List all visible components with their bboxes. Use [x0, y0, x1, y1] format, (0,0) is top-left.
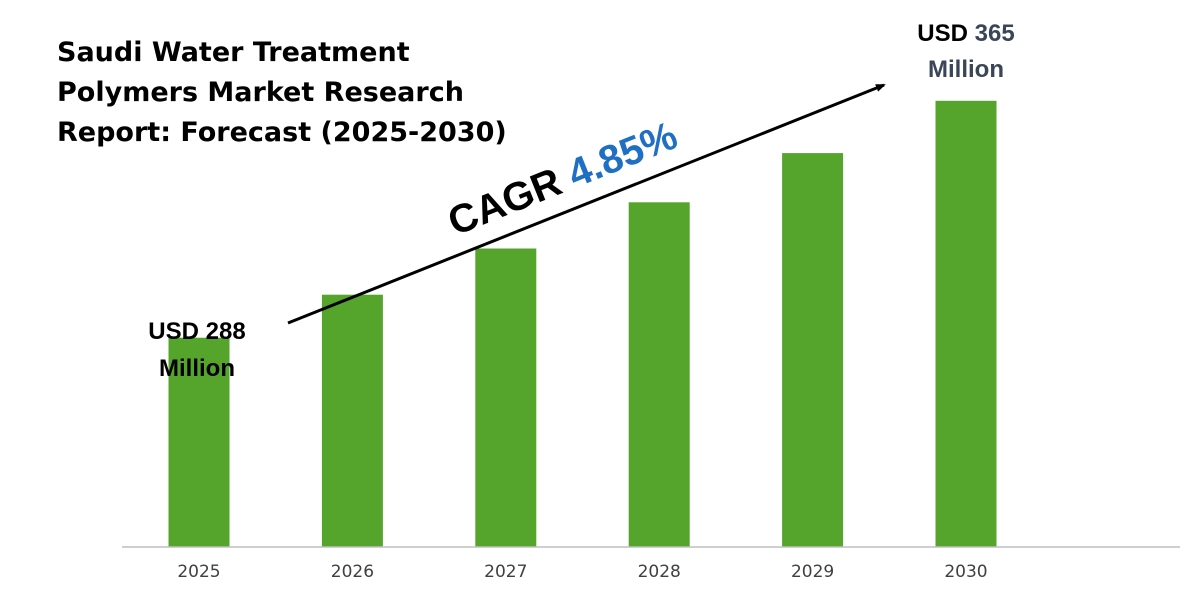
start-value-text: USD 288: [148, 318, 245, 345]
end-value-number: 365: [975, 20, 1015, 47]
x-tick-label-2028: 2028: [638, 562, 681, 582]
bar-2029: [782, 153, 844, 547]
end-value-annotation: USD 365 Million: [917, 20, 1014, 83]
start-value-number: 288: [206, 318, 246, 345]
x-axis-tick-labels: 2025 2026 2027 2028 2029 2030: [177, 562, 987, 582]
x-tick-label-2025: 2025: [177, 562, 220, 582]
end-value-unit: Million: [928, 56, 1004, 83]
cagr-label: CAGR: [442, 160, 568, 245]
cagr-value: 4.85%: [562, 114, 684, 197]
bar-2028: [628, 202, 690, 548]
start-value-unit: Million: [159, 355, 235, 382]
x-tick-label-2026: 2026: [331, 562, 374, 582]
bar-series: [168, 100, 997, 548]
title-line-2: Polymers Market Research: [57, 77, 464, 108]
bar-2027: [475, 248, 537, 547]
x-tick-label-2029: 2029: [791, 562, 834, 582]
bar-2026: [321, 294, 383, 547]
start-value-prefix: USD: [148, 318, 199, 345]
bar-2025: [168, 337, 230, 547]
start-value-annotation: USD 288 Million: [148, 318, 245, 382]
end-value-prefix: USD: [917, 20, 968, 47]
title-line-1: Saudi Water Treatment: [57, 37, 410, 68]
title-line-3: Report: Forecast (2025-2030): [57, 117, 507, 148]
end-value-text: USD 365: [917, 20, 1014, 47]
trend-arrow: [287, 83, 886, 325]
x-tick-label-2030: 2030: [944, 562, 987, 582]
x-tick-label-2027: 2027: [484, 562, 527, 582]
bar-2030: [935, 100, 997, 548]
chart-title: Saudi Water Treatment Polymers Market Re…: [57, 37, 507, 148]
